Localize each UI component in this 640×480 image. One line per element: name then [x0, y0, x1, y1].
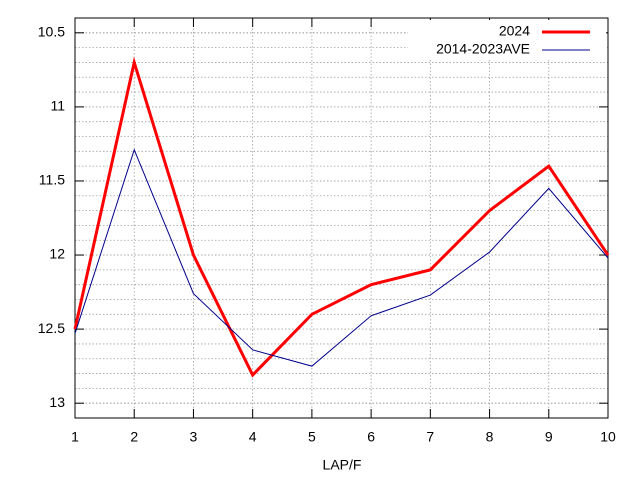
y-tick-label: 11	[50, 98, 65, 114]
x-tick-label: 10	[600, 429, 616, 445]
series-line	[73, 56, 610, 378]
y-tick-label: 11.5	[39, 172, 65, 188]
x-tick-label: 7	[426, 429, 434, 445]
series-line	[74, 148, 609, 367]
y-tick-label: 10.5	[38, 24, 65, 40]
x-tick-label: 2	[130, 429, 138, 445]
legend-label: 2024	[499, 23, 530, 39]
x-tick-label: 3	[190, 429, 198, 445]
x-axis-label: LAP/F	[323, 457, 362, 473]
x-tick-label: 9	[545, 429, 553, 445]
plot-frame	[74, 17, 609, 419]
legend-box	[408, 20, 606, 60]
legend-label: 2014-2023AVE	[436, 41, 530, 57]
y-tick-label: 12	[49, 246, 65, 262]
x-tick-label: 6	[367, 429, 375, 445]
y-tick-label: 13	[49, 394, 65, 410]
x-tick-label: 4	[249, 429, 257, 445]
y-tick-label: 12.5	[38, 320, 65, 336]
x-tick-label: 8	[486, 429, 494, 445]
x-tick-label: 5	[308, 429, 316, 445]
x-tick-label: 1	[71, 429, 79, 445]
